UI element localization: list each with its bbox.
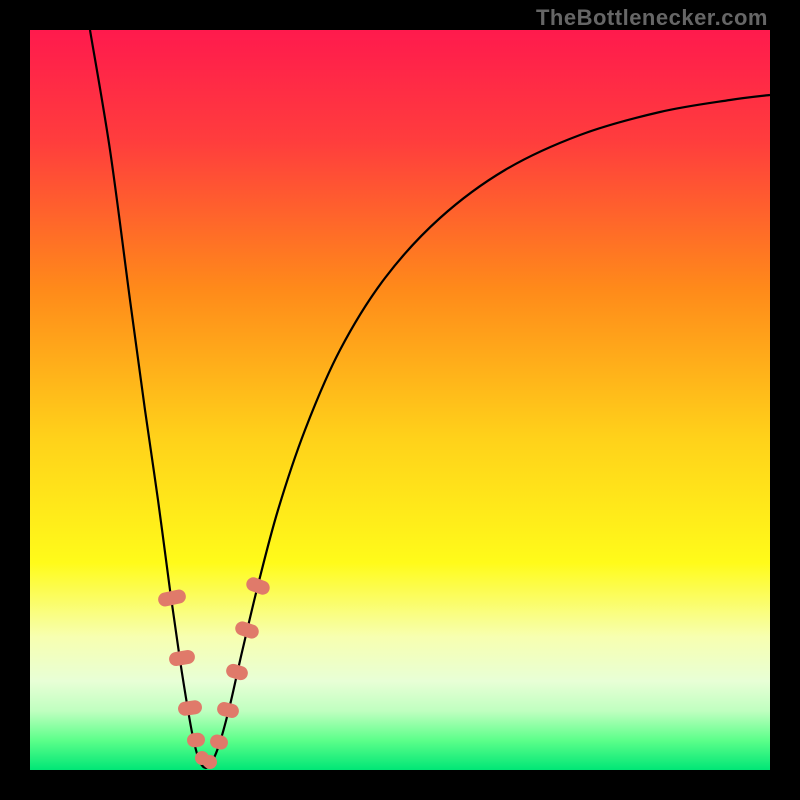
data-marker xyxy=(233,620,260,641)
chart-container: TheBottlenecker.com xyxy=(0,0,800,800)
data-markers xyxy=(157,575,272,772)
data-marker xyxy=(224,662,249,682)
data-marker xyxy=(216,701,241,720)
data-marker xyxy=(157,588,187,608)
watermark-text: TheBottlenecker.com xyxy=(536,5,768,31)
curve-layer xyxy=(30,30,770,770)
plot-area xyxy=(30,30,770,770)
data-marker xyxy=(177,699,203,716)
data-marker xyxy=(208,733,229,751)
data-marker xyxy=(168,649,196,667)
data-marker xyxy=(244,575,271,596)
data-marker xyxy=(186,732,206,748)
